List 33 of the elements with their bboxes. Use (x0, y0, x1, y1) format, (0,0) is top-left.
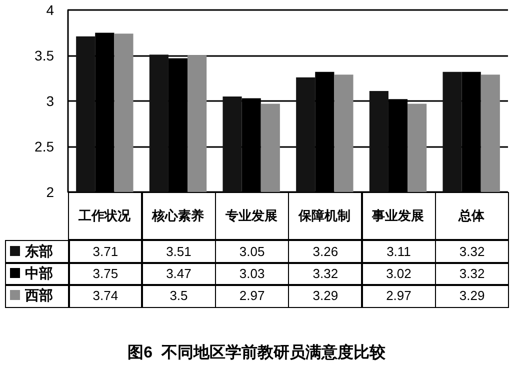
data-label: 3.05 (214, 240, 290, 264)
y-tick-label: 2.5 (34, 138, 54, 154)
data-label: 3.32 (434, 240, 510, 264)
data-label: 3.32 (434, 262, 510, 286)
data-label: 3.71 (68, 240, 143, 264)
data-label: 3.5 (141, 284, 216, 308)
x-tick-label: 总体 (457, 208, 486, 223)
legend-label: 东部 (24, 243, 53, 259)
x-tick-label: 核心素养 (151, 208, 204, 223)
y-tick-label: 3.5 (34, 48, 54, 64)
data-label: 3.51 (141, 240, 216, 264)
legend-label: 中部 (25, 265, 53, 281)
data-label: 2.97 (214, 284, 290, 308)
y-tick-label: 2 (46, 184, 54, 200)
data-label: 3.29 (288, 284, 363, 308)
text: 图6 不同地区学前教研员满意度比较 (128, 342, 386, 362)
legend-label: 西部 (24, 287, 53, 303)
data-label: 3.26 (288, 240, 363, 264)
data-label: 3.02 (361, 262, 436, 286)
data-label: 3.47 (141, 262, 216, 286)
data-label: 3.03 (214, 262, 290, 286)
x-tick-label: 专业发展 (224, 208, 278, 223)
data-label: 3.11 (361, 240, 436, 264)
data-label: 3.29 (434, 284, 510, 308)
x-tick-label: 工作状况 (78, 208, 132, 223)
data-label: 2.97 (361, 284, 436, 308)
y-tick-label: 3 (46, 93, 54, 109)
x-tick-label: 事业发展 (371, 208, 424, 223)
data-label: 3.74 (68, 284, 143, 308)
y-tick-label: 4 (46, 2, 54, 18)
data-label: 3.32 (288, 262, 363, 286)
x-tick-label: 保障机制 (298, 208, 351, 223)
data-label: 3.75 (68, 262, 143, 286)
